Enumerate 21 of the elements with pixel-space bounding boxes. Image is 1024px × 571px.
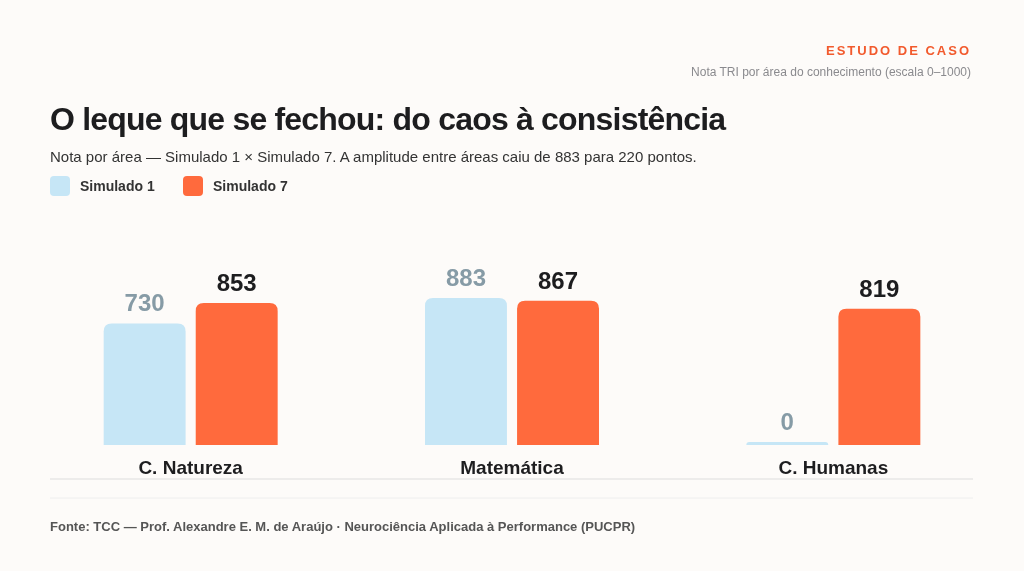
bar bbox=[103, 323, 186, 445]
chart-subtitle: Nota por área — Simulado 1 × Simulado 7. A amplitude entre áreas caiu de 883 para 220 pontos. bbox=[50, 148, 697, 165]
legend-label: Simulado 7 bbox=[213, 178, 288, 194]
data-label: 0 bbox=[780, 408, 794, 435]
bar bbox=[425, 298, 507, 445]
text: ESTUDO DE CASO bbox=[825, 43, 971, 58]
x-tick-label: C. Humanas bbox=[778, 457, 889, 478]
data-label: 819 bbox=[859, 274, 900, 302]
x-tick-label: C. Natureza bbox=[138, 457, 244, 478]
bar bbox=[838, 308, 921, 445]
bar bbox=[517, 300, 599, 445]
bar bbox=[195, 302, 278, 445]
data-label: 730 bbox=[124, 289, 165, 317]
source-note: Fonte: TCC — Prof. Alexandre E. M. de Araújo · Neurociência Aplicada à Performance (PUCPR) bbox=[50, 519, 636, 534]
data-label: 867 bbox=[538, 266, 579, 294]
chart-title: O leque que se fechou: do caos à consistência bbox=[50, 101, 727, 137]
data-label: 883 bbox=[445, 264, 486, 291]
data-label: 853 bbox=[216, 268, 257, 296]
legend-label: Simulado 1 bbox=[80, 178, 155, 194]
text: Nota TRI por área do conhecimento (escala 0–1000) bbox=[691, 65, 971, 79]
x-tick-label: Matemática bbox=[460, 457, 565, 478]
